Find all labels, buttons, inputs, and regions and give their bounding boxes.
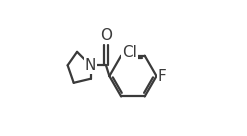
Text: O: O [100,28,112,43]
Text: N: N [85,58,96,73]
Text: F: F [158,69,166,84]
Text: Cl: Cl [122,45,137,61]
